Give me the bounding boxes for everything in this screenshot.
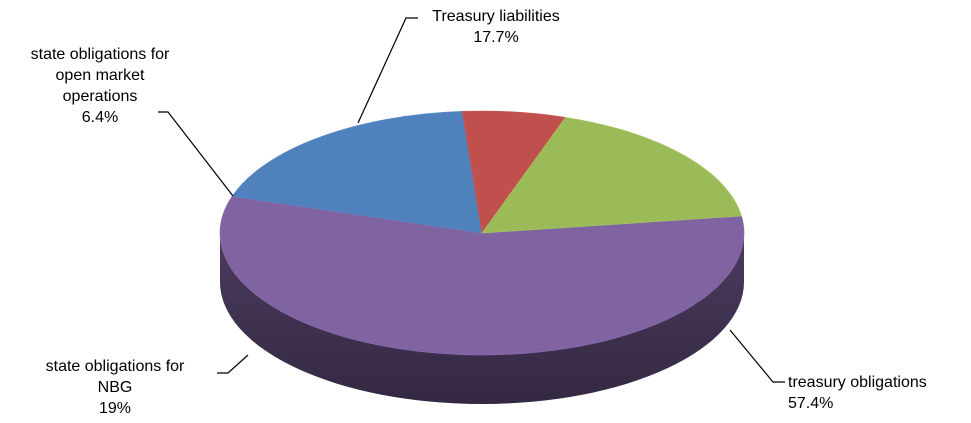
slice-value-1: 19%: [99, 400, 131, 417]
pie-depth-layer: [220, 233, 744, 404]
pie-slice-1: [231, 111, 483, 234]
slice-value-0: 57.4%: [788, 395, 833, 412]
pie-slice-0: [219, 195, 745, 356]
slice-value-3: 17.7%: [473, 29, 518, 46]
slice-name-line-1: NBG: [98, 379, 133, 396]
leader-lines: [158, 17, 785, 383]
slice-name-line-2: state obligations for: [31, 46, 170, 63]
slice-label-1: state obligations for NBG 19%: [46, 358, 185, 417]
slice-name-line-2: operations: [63, 88, 138, 105]
slice-name-line-1: state obligations for: [46, 358, 185, 375]
slice-label-2: state obligations for open market operatio…: [31, 46, 170, 126]
pie-top-layer: [219, 110, 745, 356]
slice-label-0: treasury obligations 57.4%: [788, 374, 927, 412]
leader-line-3: [357, 17, 418, 124]
pie-slice-3: [481, 117, 742, 234]
slice-label-3: Treasury liabilities 17.7%: [432, 8, 559, 46]
slice-name-line-3: Treasury liabilities: [432, 8, 559, 25]
slice-name-line-2: open market: [56, 67, 145, 84]
slice-value-2: 6.4%: [82, 109, 118, 126]
leader-line-2: [158, 111, 234, 197]
slice-name-line-0: treasury obligations: [788, 374, 927, 391]
pie-side-shade-0: [220, 233, 744, 404]
leader-line-1: [217, 354, 249, 374]
leader-line-0: [729, 329, 785, 383]
slice-labels: treasury obligations 57.4% state obligatio…: [31, 8, 927, 417]
